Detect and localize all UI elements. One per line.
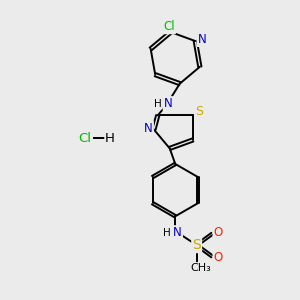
Text: N: N (197, 33, 206, 46)
Text: Cl: Cl (164, 20, 175, 33)
Text: O: O (213, 226, 223, 239)
Text: H: H (105, 132, 115, 145)
Text: H: H (163, 228, 171, 238)
Text: N: N (164, 97, 172, 110)
Text: N: N (173, 226, 182, 239)
Text: O: O (213, 251, 223, 264)
Text: Cl: Cl (78, 132, 91, 145)
Text: H: H (154, 98, 161, 109)
Text: N: N (144, 122, 153, 135)
Text: CH₃: CH₃ (191, 263, 212, 273)
Text: S: S (195, 105, 203, 119)
Text: S: S (192, 238, 201, 252)
